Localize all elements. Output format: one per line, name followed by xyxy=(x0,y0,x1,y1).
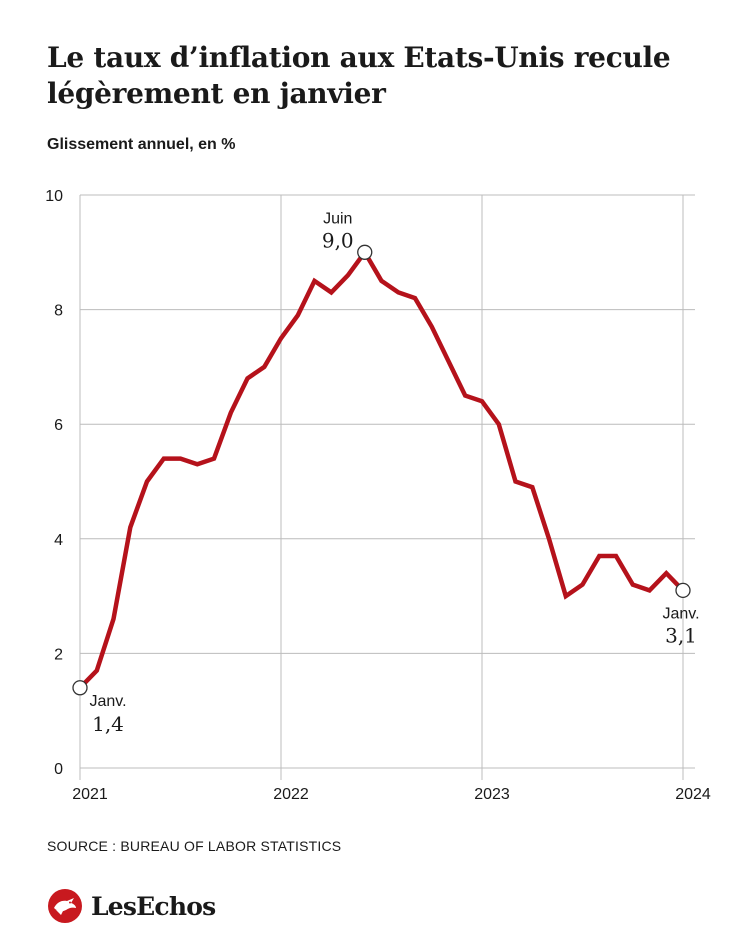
logo-text: LesEchos xyxy=(91,891,216,921)
y-tick-label: 4 xyxy=(54,532,63,549)
source-note: SOURCE : BUREAU OF LABOR STATISTICS xyxy=(47,838,342,854)
annotation-value: 3,1 xyxy=(665,623,697,647)
les-echos-logo: LesEchos xyxy=(47,888,216,924)
annotation-value: 9,0 xyxy=(322,228,354,252)
y-tick-label: 0 xyxy=(54,761,63,778)
annotation-marker xyxy=(675,582,691,599)
x-tick-label: 2023 xyxy=(474,786,510,803)
annotation-label: Juin xyxy=(323,210,352,227)
annotation-marker xyxy=(357,244,373,260)
y-tick-label: 8 xyxy=(54,303,63,320)
chart-subtitle: Glissement annuel, en % xyxy=(47,136,236,153)
x-tick-label: 2021 xyxy=(72,786,108,803)
y-tick-label: 2 xyxy=(54,646,63,663)
x-tick-label: 2024 xyxy=(675,786,711,803)
inflation-series-line xyxy=(78,248,685,690)
annotation-label: Janv. xyxy=(662,605,699,622)
annotation-value: 1,4 xyxy=(92,712,124,736)
chart-title: Le taux d’inflation aux Etats-Unis recul… xyxy=(47,41,671,110)
annotation-label: Janv. xyxy=(89,693,126,710)
y-tick-label: 10 xyxy=(45,188,63,205)
les-echos-emblem-icon xyxy=(48,889,82,923)
annotation-marker xyxy=(72,680,88,696)
y-tick-label: 6 xyxy=(54,417,63,434)
x-tick-label: 2022 xyxy=(273,786,309,803)
